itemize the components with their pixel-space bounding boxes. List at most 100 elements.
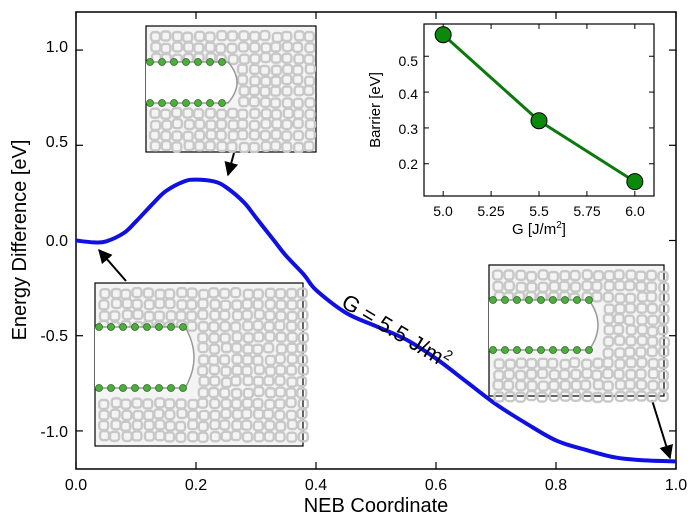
surface-atom — [194, 58, 202, 66]
lattice-cell — [504, 358, 517, 370]
lattice-cell — [264, 298, 276, 311]
lattice-cell — [296, 353, 309, 366]
lattice-cell — [183, 118, 196, 131]
lattice-cell — [274, 420, 287, 432]
lattice-cell — [175, 431, 187, 443]
surface-atom — [167, 323, 175, 331]
lattice-cell — [292, 97, 304, 110]
lattice-cell — [537, 269, 549, 281]
surface-atom — [155, 384, 163, 392]
lattice-cell — [249, 41, 261, 54]
lattice-cell — [241, 397, 254, 410]
lattice-cell — [625, 357, 637, 369]
y-tick-label: -0.5 — [40, 328, 68, 345]
lattice-cell — [196, 397, 209, 409]
lattice-cell — [121, 309, 134, 321]
lattice-cell — [242, 332, 255, 344]
lattice-cell — [194, 118, 206, 130]
lattice-cell — [636, 334, 648, 347]
lattice-cell — [274, 319, 286, 332]
lattice-cell — [647, 314, 659, 326]
lattice-cell — [171, 130, 183, 142]
lattice-cell — [515, 379, 527, 392]
lattice-cell — [192, 108, 205, 120]
lattice-cell — [613, 334, 626, 347]
lattice-cell — [292, 117, 304, 130]
lattice-cell — [658, 345, 670, 358]
lattice-cell — [226, 30, 239, 42]
lattice-cell — [230, 398, 243, 410]
lattice-cell — [525, 368, 538, 380]
lattice-cell — [286, 431, 298, 443]
lattice-cell — [581, 390, 593, 403]
lattice-cell — [286, 353, 298, 365]
lattice-cell — [176, 286, 188, 299]
surface-atom — [549, 296, 557, 304]
lattice-cell — [270, 41, 282, 53]
lattice-cell — [493, 391, 505, 403]
lattice-cell — [281, 52, 293, 64]
energy-curve — [75, 177, 677, 464]
lattice-cell — [559, 379, 571, 392]
lattice-cell — [238, 95, 250, 108]
lattice-cell — [286, 418, 299, 431]
main-tick-labels: 0.0 0.2 0.4 0.6 0.8 1.0 1.0 0.5 0.0 -0.5… — [40, 39, 687, 494]
lattice-cell — [503, 368, 516, 381]
surface-atom — [158, 99, 166, 107]
lattice-cell — [635, 270, 647, 282]
lattice-cell — [183, 139, 195, 152]
lattice-cell — [220, 365, 232, 377]
snapshot-transition-state — [145, 25, 317, 154]
lattice-cell — [624, 346, 636, 358]
lattice-cell — [227, 53, 239, 66]
surface-atom — [501, 296, 509, 304]
lattice-cell — [537, 380, 550, 392]
lattice-cell — [525, 270, 538, 283]
lattice-cell — [297, 319, 309, 332]
lattice-cell — [98, 409, 110, 421]
lattice-cell — [635, 379, 648, 391]
lattice-cell — [613, 269, 625, 281]
lattice-cell — [646, 391, 658, 403]
crack-opening — [489, 299, 599, 351]
lattice-cell — [142, 398, 154, 410]
snapshot-final-state — [488, 264, 671, 404]
lattice-cell — [219, 320, 231, 333]
lattice-cell — [160, 139, 172, 152]
x-tick-label: 1.0 — [665, 477, 687, 494]
inset-y-tick-label: 0.2 — [399, 156, 419, 172]
lattice-cell — [657, 270, 669, 283]
lattice-cell — [132, 308, 144, 321]
lattice-cell — [263, 375, 275, 387]
lattice-cell — [280, 130, 293, 142]
lattice-cell — [149, 107, 161, 119]
lattice-cell — [614, 390, 627, 403]
lattice-cell — [197, 308, 209, 321]
lattice-cell — [207, 287, 220, 299]
surface-atom — [513, 296, 521, 304]
surface-atom — [585, 296, 593, 304]
inset-ticks — [424, 24, 654, 196]
crack-opening — [95, 326, 195, 389]
surface-atom — [119, 323, 127, 331]
surface-atom — [170, 99, 178, 107]
inset-tick-labels: 5.0 5.25 5.5 5.75 6.0 0.5 0.4 0.3 0.2 — [399, 53, 645, 219]
lattice-cell — [226, 141, 238, 153]
lattice-cell — [143, 299, 156, 311]
lattice-cell — [260, 118, 272, 130]
lattice-cell — [281, 141, 293, 153]
y-tick-label: 0.5 — [46, 134, 68, 151]
lattice-cell — [196, 364, 209, 377]
lattice-cell — [170, 106, 183, 119]
surface-atom — [131, 384, 139, 392]
lattice-cell — [241, 354, 254, 366]
lattice-cell — [131, 286, 143, 299]
surface-atom — [167, 384, 175, 392]
lattice-cell — [304, 42, 316, 54]
lattice-cell — [303, 140, 315, 152]
lattice-cell — [645, 269, 658, 282]
lattice-cell — [197, 298, 209, 310]
lattice-cell — [174, 420, 187, 433]
lattice-cell — [602, 368, 614, 380]
lattice-cell — [602, 380, 614, 392]
